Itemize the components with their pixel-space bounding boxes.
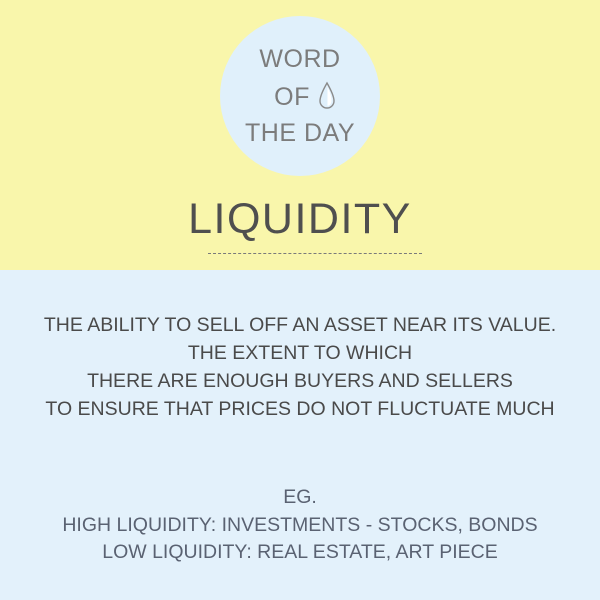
examples-block: EG. HIGH LIQUIDITY: INVESTMENTS - STOCKS… — [20, 484, 580, 567]
badge-line-of-text: OF — [274, 83, 310, 111]
example-high-liquidity: HIGH LIQUIDITY: INVESTMENTS - STOCKS, BO… — [62, 513, 538, 536]
definition-line: THE EXTENT TO WHICH — [187, 342, 413, 364]
bottom-panel — [0, 270, 600, 600]
definition-line: THERE ARE ENOUGH BUYERS AND SELLERS — [87, 370, 513, 392]
title-dashed-underline — [208, 253, 422, 254]
definition-line: TO ENSURE THAT PRICES DO NOT FLUCTUATE M… — [45, 398, 555, 420]
badge-line-the-day: THE DAY — [245, 119, 355, 147]
badge-line-word: WORD — [259, 45, 341, 73]
word-of-the-day-badge: WORD OF THE DAY — [220, 16, 380, 176]
word-title: LIQUIDITY — [188, 195, 412, 243]
examples-heading: EG. — [283, 486, 317, 508]
example-low-liquidity: LOW LIQUIDITY: REAL ESTATE, ART PIECE — [102, 541, 498, 563]
badge-line-of: OF — [220, 81, 380, 112]
definition-line: THE ABILITY TO SELL OFF AN ASSET NEAR IT… — [43, 314, 557, 336]
definition-text: THE ABILITY TO SELL OFF AN ASSET NEAR IT… — [20, 311, 580, 423]
drop-icon — [319, 81, 335, 109]
